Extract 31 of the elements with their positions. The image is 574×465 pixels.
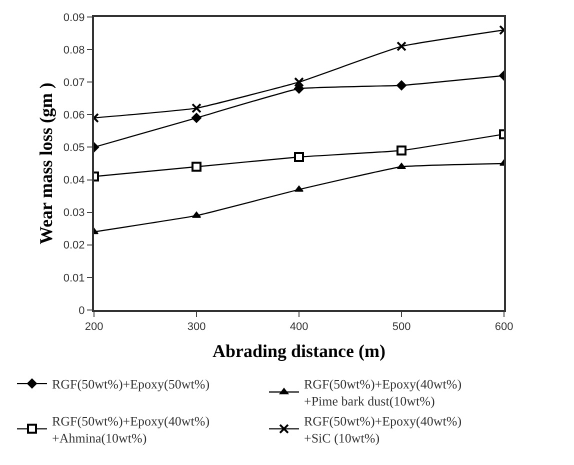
y-tick-label: 0.03: [63, 207, 85, 220]
point: [294, 84, 304, 94]
point: [396, 162, 406, 170]
y-tick-label: 0.04: [63, 174, 85, 187]
y-tick-label: 0.07: [63, 76, 85, 89]
point: [192, 103, 202, 114]
x-tick-label: 300: [187, 321, 206, 334]
point: [396, 145, 406, 156]
y-tick-label: 0.09: [63, 12, 85, 24]
point: [294, 77, 304, 88]
x-tick-label: 600: [494, 321, 514, 334]
y-axis-title: Wear mass loss (gm ): [36, 82, 56, 244]
x-tick-label: 500: [392, 321, 411, 334]
y-tick-label: 0.01: [63, 272, 85, 284]
point: [396, 80, 407, 90]
x-tick-label: 400: [290, 321, 308, 334]
x-axis-title: Abrading distance (m): [212, 340, 386, 361]
x-tick-label: 200: [84, 321, 104, 334]
legend-label: RGF(50wt%)+Epoxy(40wt%) +Ahmina(10wt%): [52, 413, 210, 446]
legend-label: RGF(50wt%)+Epoxy(40wt%) +Pime bark dust(10wt%): [304, 376, 462, 409]
point: [294, 152, 304, 162]
y-tick-label: 0.08: [63, 44, 85, 56]
y-tick-label: 0.02: [63, 240, 85, 252]
y-tick-label: 0.05: [63, 142, 85, 154]
point: [396, 41, 406, 52]
legend-label: RGF(50wt%)+Epoxy(50wt%): [52, 376, 210, 392]
point: [192, 162, 202, 172]
legend-label: RGF(50wt%)+Epoxy(40wt%) +SiC (10wt%): [304, 413, 462, 446]
y-tick-label: 0.06: [63, 110, 85, 122]
point: [191, 112, 202, 123]
y-tick-label: 0: [78, 304, 85, 317]
